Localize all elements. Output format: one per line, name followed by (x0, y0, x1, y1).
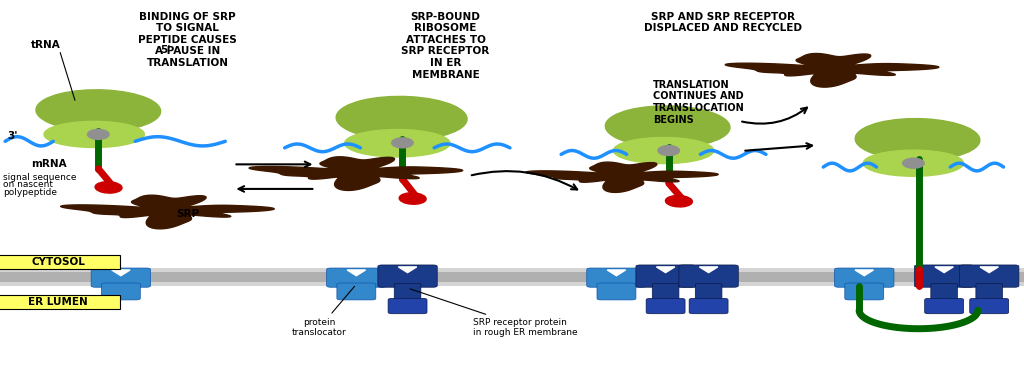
Text: TRANSLATION
CONTINUES AND
TRANSLOCATION
BEGINS: TRANSLATION CONTINUES AND TRANSLOCATION … (653, 80, 745, 125)
FancyBboxPatch shape (101, 283, 140, 300)
FancyBboxPatch shape (925, 298, 964, 314)
FancyBboxPatch shape (689, 298, 728, 314)
FancyBboxPatch shape (914, 265, 974, 287)
FancyBboxPatch shape (394, 283, 421, 303)
FancyBboxPatch shape (931, 283, 957, 303)
Ellipse shape (95, 182, 122, 193)
FancyBboxPatch shape (327, 268, 386, 287)
Ellipse shape (855, 119, 980, 160)
Text: signal sequence: signal sequence (3, 173, 77, 182)
FancyBboxPatch shape (652, 283, 679, 303)
Ellipse shape (391, 138, 414, 148)
FancyBboxPatch shape (970, 298, 1009, 314)
Polygon shape (607, 270, 626, 276)
FancyBboxPatch shape (337, 283, 376, 300)
Text: protein
translocator: protein translocator (292, 286, 354, 338)
Polygon shape (112, 270, 130, 276)
Polygon shape (725, 53, 939, 87)
Polygon shape (60, 195, 274, 229)
FancyBboxPatch shape (646, 298, 685, 314)
Text: polypeptide: polypeptide (3, 188, 57, 197)
Ellipse shape (88, 129, 109, 139)
Polygon shape (249, 157, 463, 190)
Ellipse shape (399, 193, 426, 204)
Polygon shape (656, 267, 675, 273)
FancyBboxPatch shape (91, 268, 151, 287)
Ellipse shape (336, 96, 467, 140)
Text: CYTOSOL: CYTOSOL (32, 257, 85, 267)
Text: 3': 3' (7, 131, 17, 141)
FancyBboxPatch shape (835, 268, 894, 287)
Text: SRP: SRP (176, 209, 200, 219)
Ellipse shape (605, 106, 730, 147)
Text: BINDING OF SRP
TO SIGNAL
PEPTIDE CAUSES
A PAUSE IN
TRANSLATION: BINDING OF SRP TO SIGNAL PEPTIDE CAUSES … (138, 12, 237, 68)
FancyBboxPatch shape (845, 283, 884, 300)
FancyBboxPatch shape (0, 295, 120, 309)
Text: tRNA: tRNA (31, 40, 60, 50)
Polygon shape (980, 267, 998, 273)
Ellipse shape (613, 137, 714, 164)
Polygon shape (855, 270, 873, 276)
Text: SRP receptor protein
in rough ER membrane: SRP receptor protein in rough ER membran… (411, 289, 578, 338)
FancyBboxPatch shape (679, 265, 738, 287)
Ellipse shape (863, 150, 964, 176)
Bar (0, 269, 1024, 286)
Text: SRP AND SRP RECEPTOR
DISPLACED AND RECYCLED: SRP AND SRP RECEPTOR DISPLACED AND RECYC… (644, 12, 802, 33)
Polygon shape (699, 267, 718, 273)
Text: SRP-BOUND
RIBOSOME
ATTACHES TO
SRP RECEPTOR
IN ER
MEMBRANE: SRP-BOUND RIBOSOME ATTACHES TO SRP RECEP… (401, 12, 489, 79)
FancyBboxPatch shape (388, 298, 427, 314)
Ellipse shape (658, 146, 680, 156)
Polygon shape (398, 267, 417, 273)
Text: mRNA: mRNA (31, 159, 67, 169)
Ellipse shape (44, 121, 144, 147)
FancyBboxPatch shape (0, 255, 120, 269)
Ellipse shape (666, 195, 692, 207)
FancyBboxPatch shape (587, 268, 646, 287)
Text: ER LUMEN: ER LUMEN (29, 297, 88, 307)
Ellipse shape (345, 129, 450, 157)
FancyBboxPatch shape (976, 283, 1002, 303)
Bar (0, 268, 1024, 272)
FancyBboxPatch shape (378, 265, 437, 287)
Polygon shape (526, 162, 718, 192)
Polygon shape (935, 267, 953, 273)
Ellipse shape (903, 158, 924, 168)
Text: on nascent: on nascent (3, 180, 53, 189)
Polygon shape (347, 270, 366, 276)
Bar (0, 282, 1024, 286)
FancyBboxPatch shape (695, 283, 722, 303)
FancyBboxPatch shape (636, 265, 695, 287)
FancyBboxPatch shape (597, 283, 636, 300)
Text: 5': 5' (160, 45, 170, 55)
Ellipse shape (36, 90, 161, 131)
FancyBboxPatch shape (959, 265, 1019, 287)
